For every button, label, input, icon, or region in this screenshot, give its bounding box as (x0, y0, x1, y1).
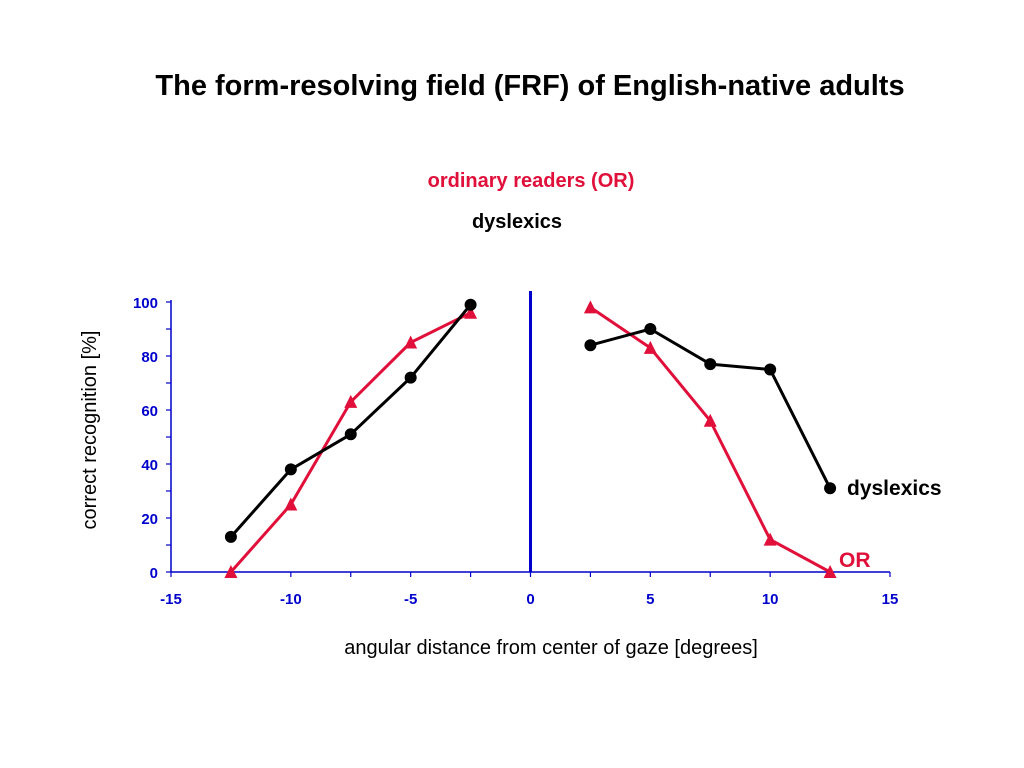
data-point-or (763, 532, 777, 546)
data-point-dyslexics (464, 298, 477, 311)
data-point-or (404, 335, 418, 349)
x-tick-label: 15 (882, 591, 899, 608)
series-label-dyslexics: dyslexics (847, 477, 942, 500)
data-point-or (224, 565, 238, 578)
y-tick-label: 60 (141, 403, 158, 420)
x-axis-title: angular distance from center of gaze [de… (344, 637, 758, 659)
data-point-or (643, 340, 657, 354)
x-tick-label: 10 (762, 591, 779, 608)
x-tick-label: -5 (404, 591, 417, 608)
data-point-or (583, 300, 597, 314)
data-point-or (823, 565, 837, 578)
data-point-dyslexics (224, 530, 237, 543)
x-tick-label: -10 (280, 591, 302, 608)
subtitle-dyslexics: dyslexics (471, 211, 563, 233)
series-line-or (589, 306, 831, 574)
series-line-dyslexics (590, 327, 832, 489)
y-tick-label: 40 (141, 457, 158, 474)
data-point-dyslexics (824, 482, 837, 495)
data-point-dyslexics (704, 358, 717, 371)
data-point-dyslexics (344, 428, 357, 441)
y-tick-label: 0 (150, 565, 158, 582)
data-point-or (464, 305, 478, 319)
y-axis-title: correct recognition [%] (79, 331, 101, 530)
x-tick-label: 0 (526, 591, 534, 608)
x-tick-label: -15 (160, 591, 182, 608)
y-tick-label: 80 (141, 349, 158, 366)
data-point-or (284, 497, 298, 511)
y-tick-label: 100 (133, 295, 158, 312)
series-line-dyslexics (229, 303, 472, 538)
series-line-or (229, 311, 472, 573)
data-point-dyslexics (584, 339, 597, 352)
y-tick-label: 20 (141, 511, 158, 528)
data-point-or (703, 413, 717, 427)
data-point-dyslexics (764, 363, 777, 376)
subtitle-ordinary-readers: ordinary readers (OR) (427, 170, 635, 192)
data-point-dyslexics (284, 463, 297, 476)
x-tick-label: 5 (646, 591, 654, 608)
chart-title: The form-resolving field (FRF) of Englis… (155, 70, 905, 102)
series-label-or: OR (839, 549, 871, 572)
data-point-dyslexics (644, 323, 657, 335)
data-point-dyslexics (404, 371, 417, 384)
data-point-or (344, 394, 358, 408)
